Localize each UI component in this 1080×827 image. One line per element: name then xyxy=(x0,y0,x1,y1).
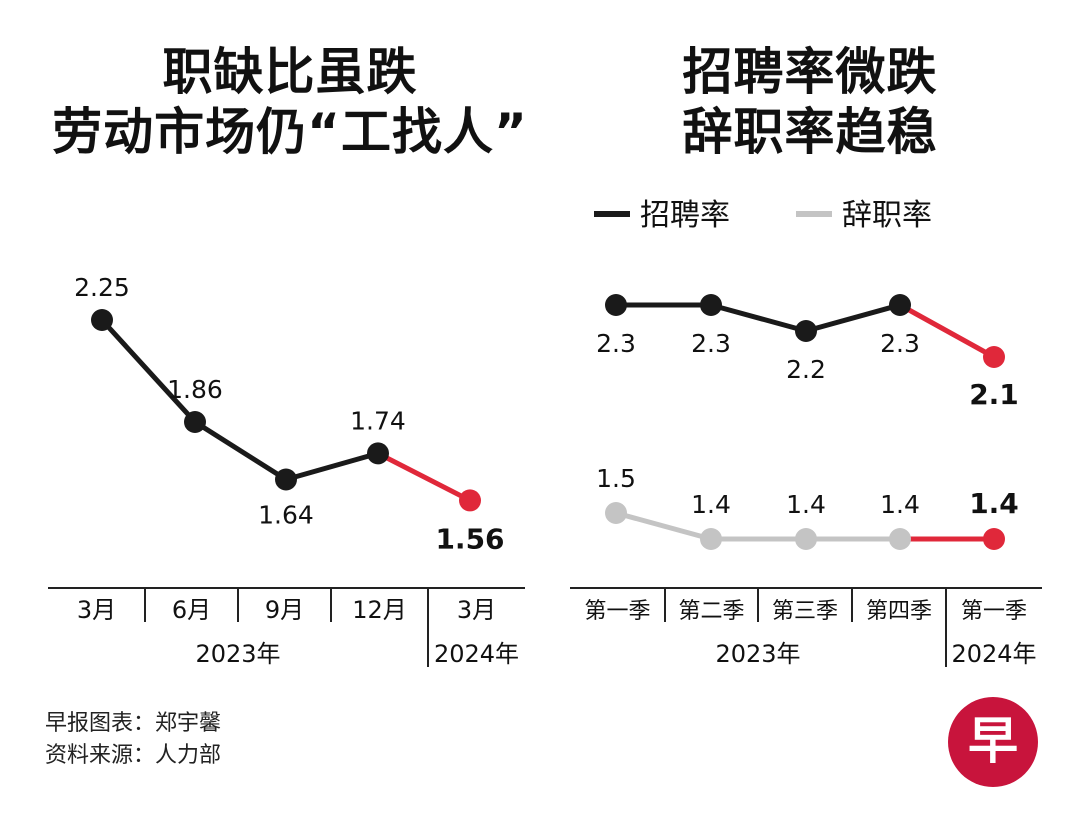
line-segment-1-1-0 xyxy=(615,510,712,542)
data-label-1-1-4: 1.4 xyxy=(969,487,1019,520)
left-chart-title: 职缺比虽跌 劳动市场仍“工找人” xyxy=(20,42,560,162)
x-tick-label-0-3: 12月 xyxy=(352,596,407,624)
data-point-1-1-0 xyxy=(605,502,627,524)
year-label-0-1: 2024年 xyxy=(434,640,519,668)
data-label-0-0-0: 2.25 xyxy=(74,273,130,302)
left-title-line1: 职缺比虽跌 xyxy=(162,43,418,101)
x-tick-label-0-4: 3月 xyxy=(457,596,496,624)
data-point-1-1-2 xyxy=(795,528,817,550)
legend-label-0: 招聘率 xyxy=(640,198,730,233)
x-tick-label-0-1: 6月 xyxy=(172,596,211,624)
data-point-0-0-2 xyxy=(275,468,297,491)
data-label-1-1-1: 1.4 xyxy=(691,490,731,519)
zaobao-logo-icon xyxy=(948,697,1038,787)
data-point-1-1-3 xyxy=(889,528,911,550)
x-tick-label-1-1: 第二季 xyxy=(678,599,744,624)
data-point-1-0-4 xyxy=(983,346,1005,368)
year-label-1-1: 2024年 xyxy=(951,640,1036,668)
right-chart-title: 招聘率微跌 辞职率趋稳 xyxy=(560,42,1060,162)
data-label-1-0-4: 2.1 xyxy=(969,378,1019,411)
right-title-line2: 辞职率趋稳 xyxy=(682,103,938,161)
data-point-0-0-4 xyxy=(459,489,481,512)
footer-source: 资料来源：人力部 xyxy=(45,743,222,768)
data-point-1-0-3 xyxy=(889,294,911,316)
data-label-0-0-2: 1.64 xyxy=(258,501,314,530)
data-label-1-0-3: 2.3 xyxy=(880,329,920,358)
line-segment-1-0-3 xyxy=(898,302,996,360)
x-tick-label-0-0: 3月 xyxy=(77,596,116,624)
data-label-1-1-0: 1.5 xyxy=(596,464,636,493)
line-segment-0-0-1 xyxy=(193,419,288,482)
x-tick-label-1-4: 第一季 xyxy=(961,599,1027,624)
line-segment-1-0-2 xyxy=(805,302,901,334)
line-segment-1-0-1 xyxy=(710,302,807,334)
year-label-0-0: 2023年 xyxy=(195,640,280,668)
data-point-1-1-4 xyxy=(983,528,1005,550)
year-label-1-0: 2023年 xyxy=(715,640,800,668)
data-label-1-1-2: 1.4 xyxy=(786,490,826,519)
x-tick-label-1-3: 第四季 xyxy=(866,599,932,624)
zaobao-logo-text: 早 xyxy=(968,711,1018,770)
x-tick-label-1-2: 第三季 xyxy=(772,599,838,624)
data-point-1-1-1 xyxy=(700,528,722,550)
data-label-0-0-3: 1.74 xyxy=(350,406,406,435)
data-point-0-0-3 xyxy=(367,442,389,465)
data-label-0-0-1: 1.86 xyxy=(167,375,223,404)
footer-credit: 早报图表：郑宇馨 xyxy=(45,711,222,736)
data-point-1-0-1 xyxy=(700,294,722,316)
data-label-1-1-3: 1.4 xyxy=(880,490,920,519)
right-title-line1: 招聘率微跌 xyxy=(682,43,938,101)
x-tick-label-1-0: 第一季 xyxy=(584,599,650,624)
data-label-1-0-2: 2.2 xyxy=(786,355,826,384)
data-label-0-0-4: 1.56 xyxy=(435,522,504,555)
legend-label-1: 辞职率 xyxy=(842,198,932,233)
left-title-line2: 劳动市场仍“工找人” xyxy=(52,103,528,161)
line-segment-0-0-3 xyxy=(376,451,472,503)
line-segment-0-0-2 xyxy=(285,450,379,482)
data-label-1-0-1: 2.3 xyxy=(691,329,731,358)
data-label-1-0-0: 2.3 xyxy=(596,329,636,358)
data-point-0-0-0 xyxy=(91,309,113,331)
x-tick-label-0-2: 9月 xyxy=(265,596,304,624)
line-segment-0-0-0 xyxy=(100,318,197,424)
data-point-1-0-0 xyxy=(605,294,627,316)
data-point-1-0-2 xyxy=(795,320,817,342)
data-point-0-0-1 xyxy=(184,410,206,433)
